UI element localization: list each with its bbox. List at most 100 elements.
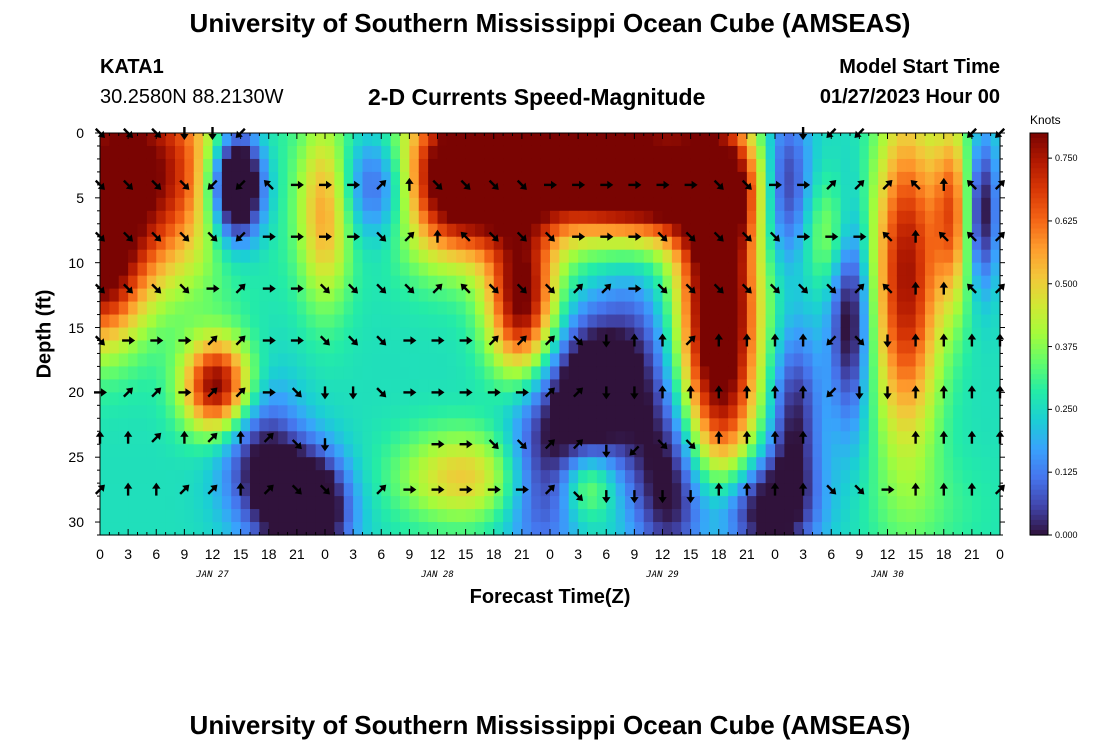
heatmap-cell [662, 158, 673, 173]
heatmap-cell [756, 509, 767, 523]
heatmap-cell [156, 522, 167, 536]
current-arrow [967, 333, 977, 347]
heatmap-cell [812, 145, 823, 160]
heatmap-cell [465, 327, 476, 342]
heatmap-cell [325, 444, 335, 458]
heatmap-cell [671, 379, 682, 393]
heatmap-cell [362, 314, 373, 329]
heatmap-cell [503, 327, 514, 342]
heatmap-cell [915, 210, 926, 225]
heatmap-cell [287, 301, 298, 316]
heatmap-cell [953, 327, 964, 342]
heatmap-cell [981, 418, 992, 432]
heatmap-cell [118, 379, 129, 393]
heatmap-cell [840, 314, 851, 329]
heatmap-cell [671, 392, 682, 406]
heatmap-cell [278, 223, 289, 238]
heatmap-cell [203, 483, 214, 497]
heatmap-cell [456, 275, 467, 290]
heatmap-cell [371, 379, 382, 393]
heatmap-cell [184, 444, 195, 458]
heatmap-cell [259, 236, 270, 251]
current-arrow [403, 485, 417, 494]
current-arrow [742, 430, 752, 444]
heatmap-cell [690, 223, 701, 238]
heatmap-cell [587, 431, 598, 445]
heatmap-cell [718, 444, 729, 458]
heatmap-cell [315, 197, 326, 212]
heatmap-cell [653, 275, 664, 290]
heatmap-cell [184, 366, 195, 380]
heatmap-cell [531, 327, 542, 342]
heatmap-cell [175, 431, 185, 445]
heatmap-cell [971, 210, 982, 225]
current-arrow [207, 179, 218, 190]
current-arrow [686, 385, 695, 399]
heatmap-cell [981, 431, 992, 445]
heatmap-cell [718, 457, 729, 471]
heatmap-cell [156, 171, 167, 186]
heatmap-cell [793, 509, 804, 523]
heatmap-cell [475, 301, 485, 316]
heatmap-cell [212, 197, 223, 212]
heatmap-cell [156, 353, 167, 368]
heatmap-cell [212, 522, 223, 536]
heatmap-cell [531, 314, 542, 329]
heatmap-cell [109, 457, 120, 471]
current-arrow [487, 485, 501, 494]
heatmap-cell [268, 522, 279, 536]
current-arrow [798, 482, 808, 496]
heatmap-cell [353, 288, 364, 303]
heatmap-cell [193, 353, 204, 368]
heatmap-cell [812, 457, 823, 471]
heatmap-cell [906, 327, 917, 342]
current-arrow [376, 335, 387, 346]
current-arrow [404, 231, 415, 242]
heatmap-cell [915, 392, 926, 406]
current-arrow [152, 482, 161, 496]
heatmap-cell [990, 314, 1001, 329]
heatmap-cell [868, 327, 879, 342]
heatmap-cell [934, 158, 945, 173]
heatmap-cell [718, 223, 729, 238]
heatmap-cell [146, 145, 157, 160]
heatmap-cell [400, 236, 410, 251]
heatmap-cell [681, 145, 692, 160]
heatmap-cell [981, 223, 992, 238]
heatmap-cell [850, 457, 860, 471]
heatmap-cell [718, 184, 729, 199]
heatmap-cell [775, 184, 785, 199]
heatmap-cell [971, 262, 982, 277]
heatmap-cell [128, 444, 139, 458]
heatmap-cell [381, 366, 392, 380]
heatmap-cell [100, 444, 110, 458]
heatmap-cell [606, 392, 617, 406]
heatmap-cell [756, 405, 767, 419]
heatmap-cell [184, 496, 195, 510]
heatmap-cell [193, 444, 204, 458]
heatmap-cell [915, 418, 926, 432]
heatmap-cell [625, 405, 635, 419]
heatmap-cell [793, 392, 804, 406]
heatmap-cell [578, 327, 589, 342]
heatmap-cell [118, 288, 129, 303]
heatmap-cell [953, 392, 964, 406]
heatmap-cell [906, 340, 917, 355]
current-arrow [488, 179, 499, 190]
heatmap-cell [362, 158, 373, 173]
heatmap-cell [746, 275, 757, 290]
heatmap-cell [887, 392, 898, 406]
heatmap-cell [146, 431, 157, 445]
heatmap-cell [878, 509, 889, 523]
heatmap-cell [446, 288, 457, 303]
heatmap-cell [250, 327, 260, 342]
heatmap-cell [925, 314, 935, 329]
x-tick-label: 6 [827, 546, 836, 562]
heatmap-cell [784, 275, 795, 290]
heatmap-cell [128, 210, 139, 225]
heatmap-cell [718, 392, 729, 406]
heatmap-cell [634, 262, 645, 277]
heatmap-cell [896, 275, 907, 290]
heatmap-cell [531, 470, 542, 484]
current-arrow [939, 333, 948, 347]
